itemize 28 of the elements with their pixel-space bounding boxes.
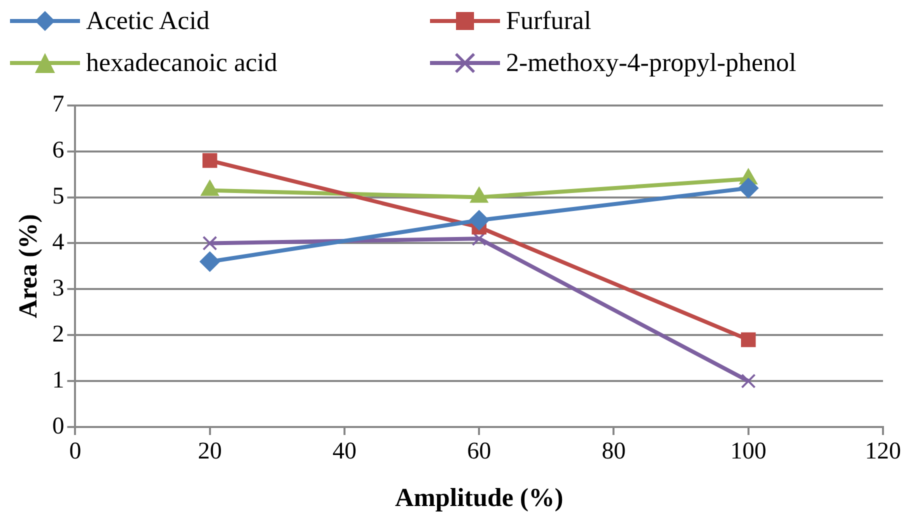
y-tick-label: 6 (52, 138, 64, 164)
y-tick-label: 2 (52, 321, 64, 348)
y-tick-label: 4 (52, 230, 64, 256)
y-tick-label: 7 (52, 92, 64, 118)
point (741, 374, 756, 388)
x-tick-label: 20 (198, 438, 222, 465)
legend-label: 2-methoxy-4-propyl-phenol (506, 48, 796, 78)
point (202, 153, 218, 168)
y-tick-label: 0 (52, 413, 64, 440)
y-tick-label: 5 (52, 184, 64, 210)
x-tick-label: 120 (865, 438, 901, 465)
legend-label: Acetic Acid (86, 6, 210, 36)
legend-label: Furfural (506, 6, 592, 36)
y-tick-label: 1 (52, 367, 64, 394)
point (738, 178, 758, 198)
point (469, 210, 490, 230)
x-tick-label: 0 (69, 438, 82, 465)
y-tick-label: 3 (52, 275, 64, 302)
x-tick-label: 100 (730, 438, 766, 465)
x-tick-label: 40 (332, 438, 356, 465)
point (200, 252, 220, 272)
x-tick-label: 80 (602, 438, 626, 465)
point (741, 332, 756, 348)
legend-label: hexadecanoic acid (86, 48, 278, 78)
x-axis-title: Amplitude (%) (394, 483, 564, 512)
y-axis-title: Area (%) (13, 214, 42, 318)
x-tick-label: 60 (467, 438, 492, 465)
point (202, 236, 218, 251)
